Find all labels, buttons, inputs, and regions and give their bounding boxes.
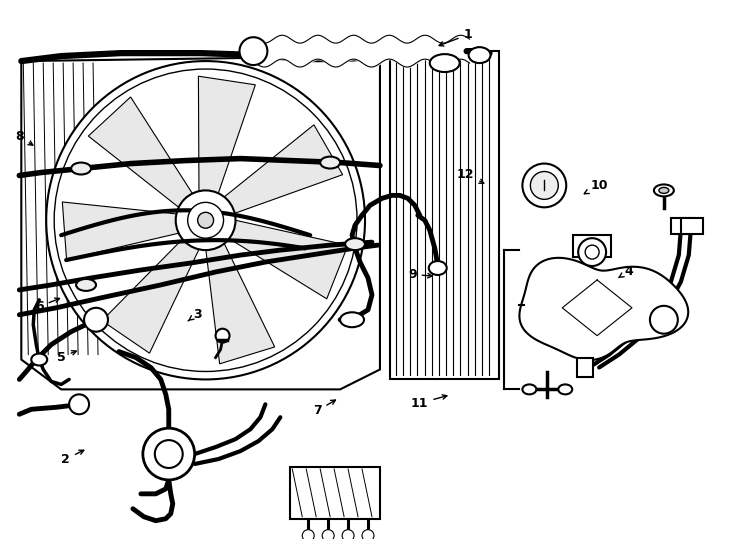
Ellipse shape (429, 261, 447, 275)
Ellipse shape (659, 187, 669, 193)
Polygon shape (102, 239, 199, 353)
Circle shape (239, 37, 267, 65)
Text: 3: 3 (188, 308, 202, 321)
Text: 12: 12 (457, 168, 484, 183)
Circle shape (531, 172, 559, 199)
Text: 7: 7 (313, 400, 335, 417)
Text: 4: 4 (619, 265, 633, 278)
Circle shape (188, 202, 224, 238)
Polygon shape (520, 258, 688, 360)
Text: 8: 8 (15, 130, 33, 145)
Circle shape (302, 530, 314, 540)
Circle shape (585, 245, 599, 259)
Ellipse shape (559, 384, 573, 394)
Polygon shape (21, 56, 380, 389)
Polygon shape (62, 202, 178, 259)
Circle shape (175, 191, 236, 250)
Circle shape (46, 61, 365, 380)
Circle shape (362, 530, 374, 540)
Ellipse shape (76, 279, 96, 291)
Text: 9: 9 (408, 268, 432, 281)
Bar (681, 218, 702, 234)
Polygon shape (198, 76, 255, 193)
Ellipse shape (468, 47, 490, 63)
Circle shape (322, 530, 334, 540)
Text: 1: 1 (439, 28, 472, 46)
Ellipse shape (523, 384, 537, 394)
Circle shape (143, 428, 195, 480)
Ellipse shape (32, 354, 47, 366)
Polygon shape (229, 220, 348, 299)
Text: 2: 2 (62, 450, 84, 465)
Bar (671, 218, 693, 234)
Text: 10: 10 (584, 179, 608, 194)
Circle shape (155, 440, 183, 468)
Bar (290, 467, 380, 519)
Polygon shape (88, 97, 192, 207)
Ellipse shape (654, 185, 674, 197)
Text: 11: 11 (411, 395, 447, 410)
Circle shape (69, 394, 89, 414)
Circle shape (216, 329, 230, 342)
Circle shape (54, 69, 357, 372)
Bar (577, 357, 593, 377)
Polygon shape (206, 244, 275, 364)
Circle shape (578, 238, 606, 266)
Circle shape (197, 212, 214, 228)
Ellipse shape (340, 312, 364, 327)
Bar (573, 235, 611, 257)
Ellipse shape (345, 238, 365, 250)
Circle shape (523, 164, 566, 207)
Circle shape (650, 306, 677, 334)
Text: 6: 6 (35, 298, 59, 313)
Circle shape (84, 308, 108, 332)
Ellipse shape (430, 54, 459, 72)
Polygon shape (225, 125, 343, 213)
Ellipse shape (71, 163, 91, 174)
Text: 5: 5 (57, 350, 76, 363)
Bar (390, 51, 500, 380)
Circle shape (342, 530, 354, 540)
Ellipse shape (320, 157, 340, 168)
